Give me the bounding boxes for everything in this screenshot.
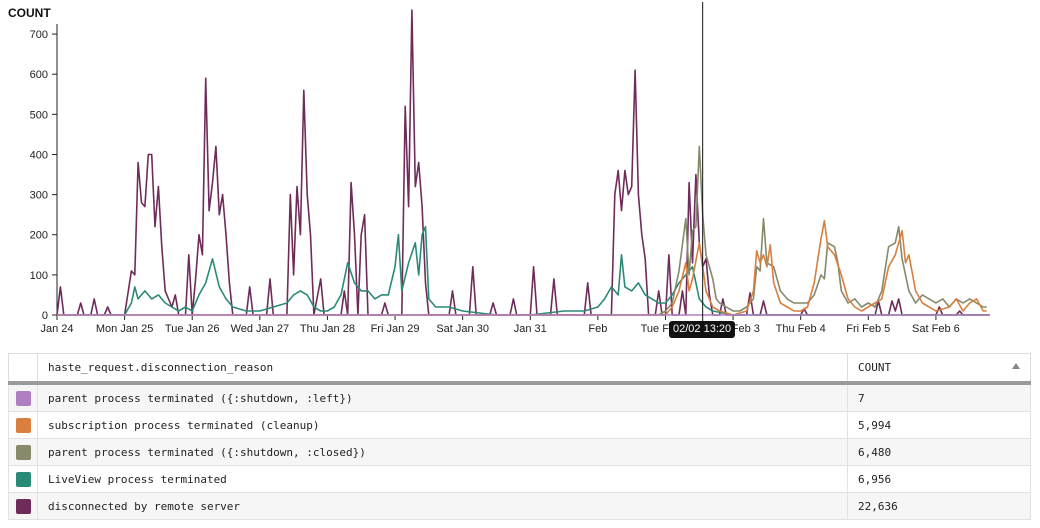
legend-row-count: 6,480	[847, 438, 1031, 466]
legend-row-reason: parent process terminated ({:shutdown, :…	[37, 438, 848, 466]
series-line	[57, 225, 990, 316]
y-tick-label: 200	[30, 230, 48, 242]
series-color-swatch[interactable]	[15, 444, 31, 460]
legend-row-count: 22,636	[847, 492, 1031, 520]
reason-column-header[interactable]: haste_request.disconnection_reason	[37, 353, 848, 385]
y-tick-label: 600	[30, 69, 48, 81]
x-tick-label: Wed Jan 27	[231, 323, 290, 335]
x-tick-label: Tue Jan 26	[165, 323, 220, 335]
x-tick-label: Sat Jan 30	[436, 323, 489, 335]
x-tick-label: Fri Jan 29	[371, 323, 420, 335]
x-tick-label: Sat Feb 6	[912, 323, 960, 335]
x-tick-label: Feb	[588, 323, 607, 335]
legend-row-count: 7	[847, 382, 1031, 412]
x-tick-label: Thu Jan 28	[300, 323, 355, 335]
chart-area[interactable]: COUNT 0 100 200 300 400 500 600 700 Jan 24 Mon Ja…	[0, 0, 1040, 345]
x-tick-label: Thu Feb 4	[776, 323, 826, 335]
swatch-column-header	[8, 353, 38, 385]
legend-row-reason: parent process terminated ({:shutdown, :…	[37, 382, 848, 412]
legend-row-count: 6,956	[847, 465, 1031, 493]
cursor-time-tooltip: 02/02 13:20	[669, 321, 736, 338]
x-tick-label: Jan 31	[514, 323, 547, 335]
series-color-swatch[interactable]	[15, 471, 31, 487]
legend-row[interactable]: LiveView process terminated 6,956	[8, 465, 1031, 493]
y-tick-label: 100	[30, 270, 48, 282]
sort-ascending-icon[interactable]	[1012, 363, 1020, 369]
x-tick-label: Fri Feb 5	[846, 323, 890, 335]
y-tick-label: 700	[30, 29, 48, 41]
count-column-header[interactable]: COUNT	[847, 353, 1031, 385]
legend-row-reason: subscription process terminated (cleanup…	[37, 411, 848, 439]
line-chart[interactable]: 0 100 200 300 400 500 600 700 Jan 24 Mon Jan 25 Tu…	[0, 0, 1040, 345]
y-axis-title: COUNT	[8, 6, 51, 20]
series-color-swatch[interactable]	[15, 498, 31, 514]
legend-row[interactable]: disconnected by remote server 22,636	[8, 492, 1031, 520]
y-tick-label: 400	[30, 149, 48, 161]
series-color-swatch[interactable]	[15, 390, 31, 406]
legend-header-row: haste_request.disconnection_reason COUNT	[8, 353, 1031, 385]
x-tick-label: Mon Jan 25	[96, 323, 153, 335]
legend-row[interactable]: subscription process terminated (cleanup…	[8, 411, 1031, 439]
y-tick-label: 300	[30, 190, 48, 202]
legend-row-count: 5,994	[847, 411, 1031, 439]
y-tick-label: 0	[42, 310, 48, 322]
series-line	[56, 9, 990, 316]
series-line	[57, 145, 987, 316]
series-color-swatch[interactable]	[15, 417, 31, 433]
legend-row-reason: LiveView process terminated	[37, 465, 848, 493]
legend-row-reason: disconnected by remote server	[37, 492, 848, 520]
legend-row[interactable]: parent process terminated ({:shutdown, :…	[8, 382, 1031, 412]
x-tick-label: Jan 24	[40, 323, 73, 335]
series-line	[57, 219, 987, 316]
count-header-label: COUNT	[858, 361, 892, 374]
legend-row[interactable]: parent process terminated ({:shutdown, :…	[8, 438, 1031, 466]
y-tick-label: 500	[30, 109, 48, 121]
series-legend-table: haste_request.disconnection_reason COUNT…	[8, 353, 1031, 520]
